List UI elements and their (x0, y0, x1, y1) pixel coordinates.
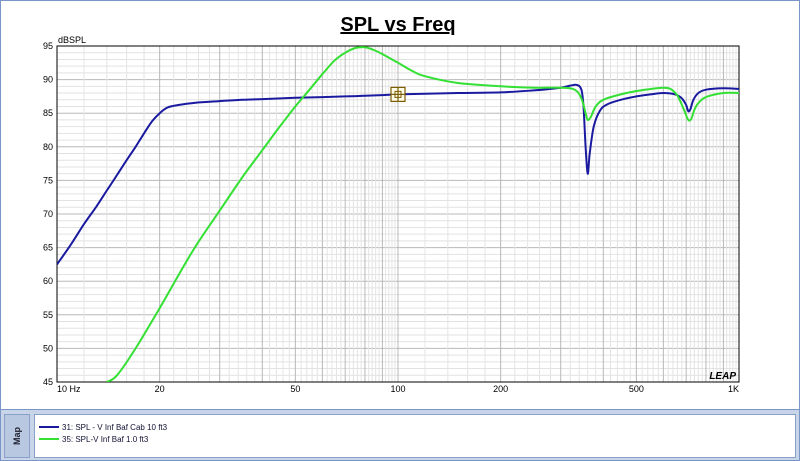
y-tick-label: 80 (43, 142, 53, 152)
y-tick-label: 65 (43, 243, 53, 253)
y-tick-label: 85 (43, 108, 53, 118)
legend-label: 31: SPL - V Inf Baf Cab 10 ft3 (62, 422, 168, 432)
plot-frame (56, 45, 740, 383)
y-tick-label: 60 (43, 276, 53, 286)
legend-panel: Map 31: SPL - V Inf Baf Cab 10 ft3 35: SP… (0, 409, 800, 461)
legend-item[interactable]: 35: SPL-V Inf Baf 1.0 ft3 (39, 433, 148, 445)
legend: 31: SPL - V Inf Baf Cab 10 ft3 35: SPL-V … (34, 414, 796, 458)
y-tick-label: 55 (43, 310, 53, 320)
y-axis-label: dBSPL (58, 35, 86, 45)
series-line-2 (106, 46, 739, 382)
chart-title: SPL vs Freq (340, 14, 455, 36)
y-tick-label: 95 (43, 41, 53, 51)
map-tab-label: Map (12, 427, 22, 445)
spl-chart: SPL vs Freq dBSPL 45 50 55 60 65 70 75 80 85 90 95… (43, 14, 740, 394)
y-tick-label: 70 (43, 209, 53, 219)
chart-window: SPL vs Freq dBSPL 45 50 55 60 65 70 75 80 85 90 95… (0, 0, 800, 410)
x-tick-label: 10 Hz (57, 384, 81, 394)
leap-watermark: LEAP (709, 371, 736, 382)
y-tick-label: 50 (43, 343, 53, 353)
y-tick-label: 75 (43, 175, 53, 185)
x-tick-label: 100 (390, 384, 405, 394)
y-tick-labels: 45 50 55 60 65 70 75 80 85 90 95 (43, 41, 53, 387)
x-tick-labels: 10 Hz 20 50 100 200 500 1K (57, 384, 739, 394)
legend-swatch (39, 426, 59, 428)
x-tick-label: 50 (290, 384, 300, 394)
crosshair-cursor-icon[interactable] (390, 86, 406, 102)
y-tick-label: 45 (43, 377, 53, 387)
x-tick-label: 1K (728, 384, 739, 394)
series-lines (57, 46, 739, 382)
map-tab[interactable]: Map (4, 414, 30, 458)
x-tick-label: 500 (629, 384, 644, 394)
legend-swatch (39, 438, 59, 440)
legend-item[interactable]: 31: SPL - V Inf Baf Cab 10 ft3 (39, 421, 167, 433)
grid (56, 45, 739, 383)
legend-label: 35: SPL-V Inf Baf 1.0 ft3 (62, 434, 149, 444)
x-tick-label: 20 (155, 384, 165, 394)
x-tick-label: 200 (493, 384, 508, 394)
y-tick-label: 90 (43, 75, 53, 85)
